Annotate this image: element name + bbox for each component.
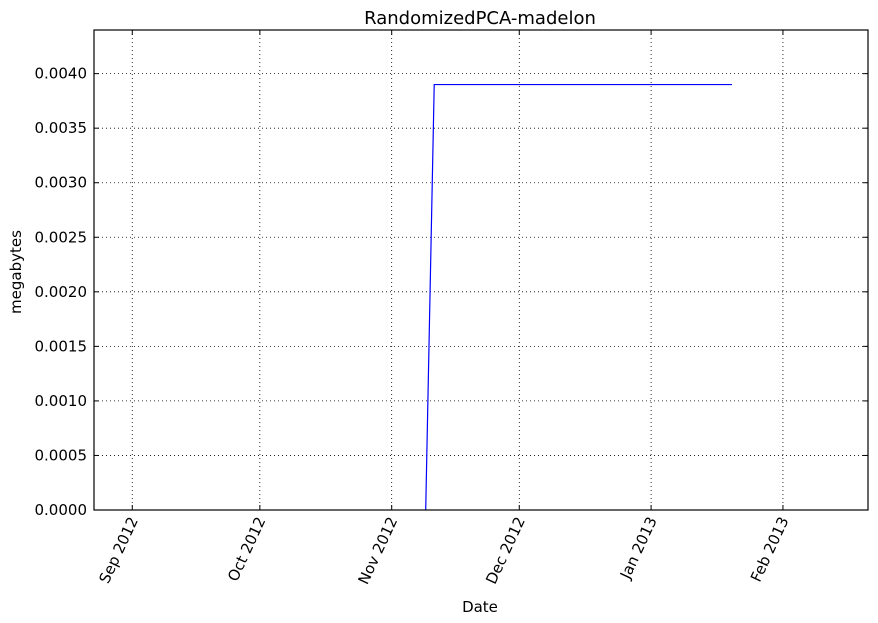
- y-tick-label: 0.0040: [35, 65, 88, 83]
- y-axis-label: megabytes: [7, 230, 25, 314]
- y-tick-label: 0.0035: [35, 119, 88, 137]
- y-tick-label: 0.0005: [35, 446, 88, 464]
- y-tick-label: 0.0030: [35, 174, 88, 192]
- x-axis-label: Date: [462, 598, 498, 616]
- series-line: [425, 83, 732, 511]
- y-tick-label: 0.0000: [35, 501, 88, 519]
- y-tick-label: 0.0020: [35, 283, 88, 301]
- y-tick-label: 0.0010: [35, 392, 88, 410]
- y-tick-label: 0.0025: [35, 228, 88, 246]
- plot-area-frame: [93, 29, 869, 511]
- grid: [94, 30, 868, 511]
- y-tick-label: 0.0015: [35, 337, 88, 355]
- series-layer: [425, 83, 732, 511]
- chart-title: RandomizedPCA-madelon: [364, 8, 596, 29]
